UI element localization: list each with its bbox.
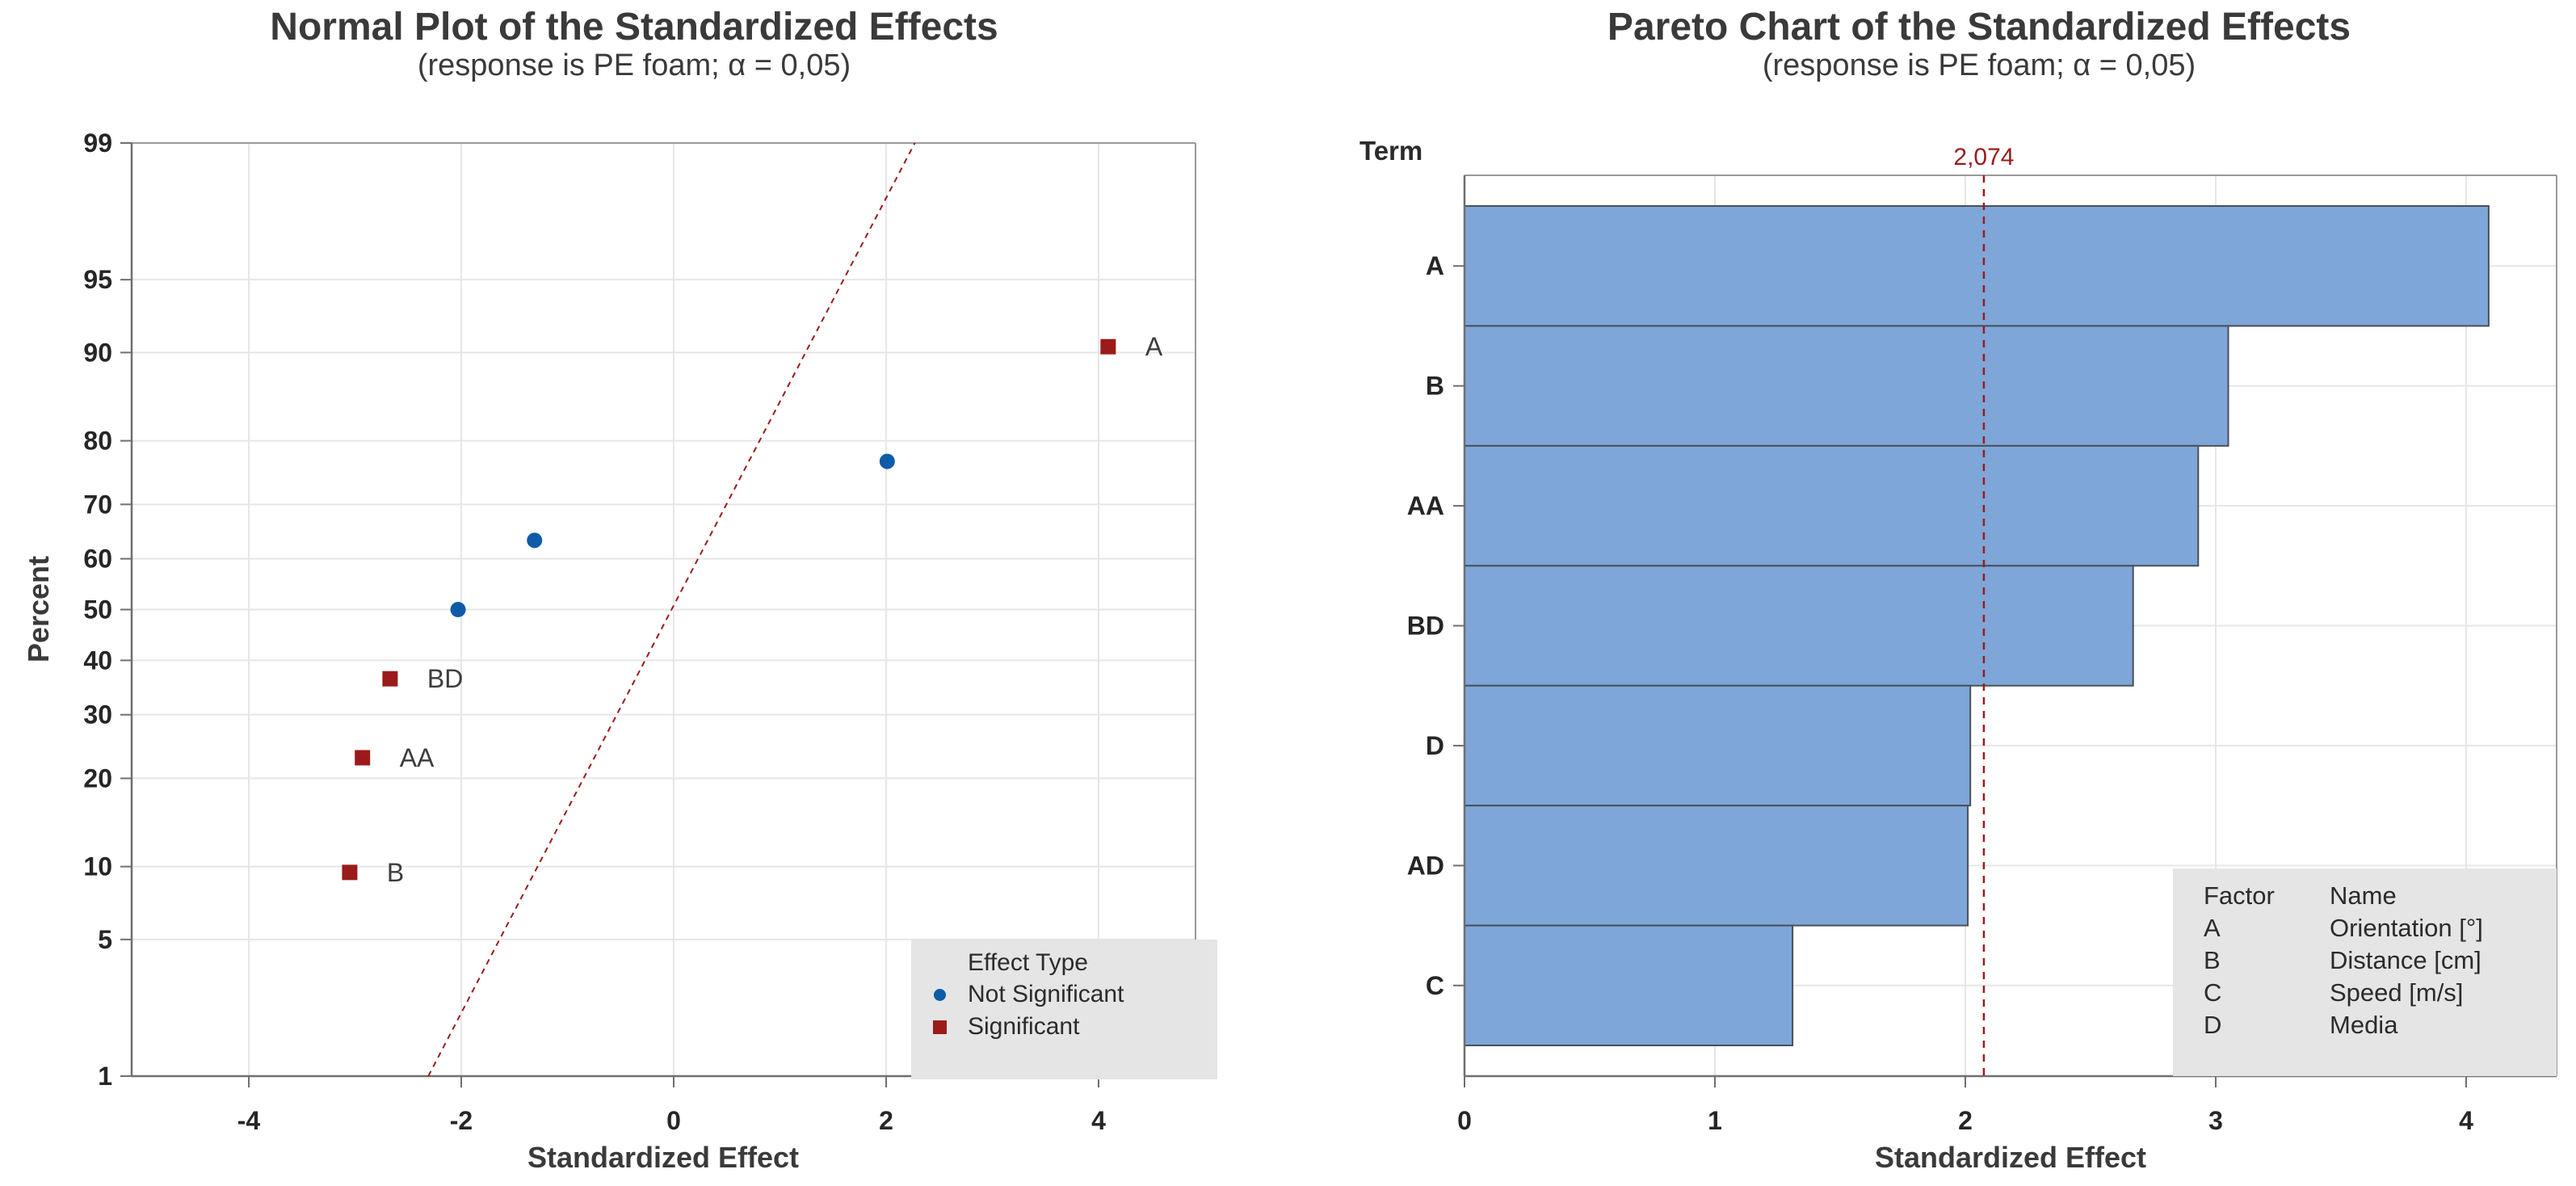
x-tick-label: 0 [1457,1106,1472,1135]
point-label-A: A [1145,332,1163,361]
factor-name-cell: Media [2330,1011,2398,1039]
pareto-x-axis-title: Standardized Effect [1874,1141,2147,1174]
normal-plot-title: Normal Plot of the Standardized Effects [270,6,998,48]
point-label-AA: AA [400,743,435,772]
effect-type-legend-items: Not Significant Significant [911,978,1217,1043]
y-tick-label: 1 [98,1062,112,1091]
category-label-AD: AD [1407,851,1444,880]
y-tick-label: 80 [83,427,112,456]
bar-D [1464,684,1972,807]
pareto-y-axis-title: Term [1359,136,1423,166]
y-tick-label: 70 [83,490,112,519]
point-label-BD: BD [427,664,463,693]
pareto-chart-subtitle: (response is PE foam; α = 0,05) [1762,48,2196,82]
y-tick-label: 20 [83,763,112,793]
category-label-AA: AA [1407,491,1444,520]
factor-name-table: Factor Name A Orientation [°] B Distance [cm]… [2173,868,2557,1041]
factor-cell: A [2204,914,2221,942]
scatter-point-BD [382,671,398,687]
normal-plot-y-axis-title: Percent [22,555,55,663]
x-tick-label: 2 [1958,1106,1973,1135]
reference-line-label: 2,074 [1953,144,2014,170]
category-label-B: B [1426,372,1444,401]
fitted-line [427,142,916,1077]
y-tick-label: 5 [98,925,112,954]
normal-plot-subtitle: (response is PE foam; α = 0,05) [417,48,851,82]
bar-B [1464,325,2229,447]
factor-name-cell: Speed [m/s] [2330,978,2464,1007]
category-label-C: C [1426,971,1444,1000]
x-tick-label: 2 [879,1106,893,1135]
x-tick-label: 3 [2208,1106,2223,1135]
y-tick-label: 99 [83,128,112,158]
factor-name-cell: Orientation [°] [2330,914,2483,942]
bar-C [1464,924,1794,1047]
factor-cell: D [2204,1011,2222,1039]
x-tick-label: 0 [666,1106,681,1135]
y-tick-label: 10 [83,852,112,881]
effect-type-legend: Effect Type Not Significant Significant [911,940,1217,1079]
y-tick-label: 95 [83,265,112,294]
y-tick-label: 50 [83,595,112,625]
x-tick-label: 1 [1708,1106,1722,1135]
scatter-point-AD [879,453,895,469]
x-tick-label: 4 [1091,1106,1106,1135]
point-label-B: B [387,858,404,887]
bar-AD [1464,805,1969,927]
factor-name-legend: Factor Name A Orientation [°] B Distance [cm]… [2173,868,2557,1076]
x-tick-label: -2 [450,1106,473,1135]
bar-AA [1464,444,2200,567]
effect-type-legend-title: Effect Type [968,949,1088,976]
category-label-A: A [1426,251,1444,280]
factor-column-header: Factor [2204,881,2275,910]
y-tick-label: 30 [83,700,112,730]
scatter-point-B [342,864,358,881]
legend-item-label: Significant [968,1013,1080,1040]
scatter-point-D [450,602,466,617]
factor-cell: B [2204,946,2221,974]
name-column-header: Name [2330,881,2397,910]
category-label-BD: BD [1407,612,1444,641]
pareto-chart-title: Pareto Chart of the Standardized Effects [1607,6,2351,48]
legend-item-label: Not Significant [968,981,1124,1007]
y-tick-label: 90 [83,338,112,367]
bar-BD [1464,565,2134,687]
circle-icon [933,988,946,1001]
scatter-point-C [527,532,543,549]
legend-item: Not Significant [911,978,1217,1011]
scatter-point-AA [355,750,371,766]
factor-cell: C [2204,978,2222,1007]
y-tick-label: 40 [83,646,112,675]
factor-name-cell: Distance [cm] [2330,946,2481,974]
category-label-D: D [1426,731,1444,760]
scatter-point-A [1100,339,1116,355]
x-tick-label: 4 [2459,1106,2473,1135]
normal-plot-x-axis-title: Standardized Effect [527,1141,800,1174]
bar-A [1464,205,2490,327]
x-tick-label: -4 [237,1106,261,1135]
square-icon [932,1020,947,1034]
legend-item: Significant [911,1011,1217,1043]
y-tick-label: 60 [83,545,112,574]
